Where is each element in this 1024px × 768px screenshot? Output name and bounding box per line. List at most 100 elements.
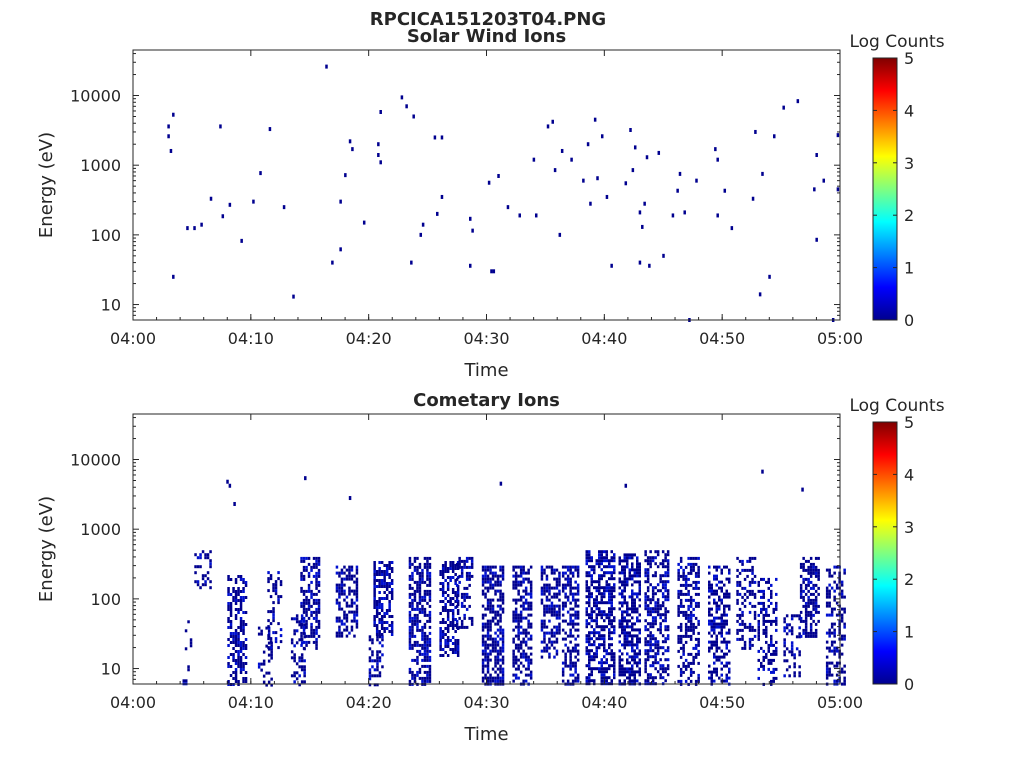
cometary-burst-cell [383,630,386,633]
cometary-burst-cell [718,676,721,680]
cometary-burst-cell [590,655,593,659]
cometary-burst-cell [527,568,530,572]
cometary-burst-cell [441,567,445,570]
cometary-burst-cell [272,583,275,587]
cometary-burst-cell [682,613,685,617]
cometary-burst-cell [772,670,775,674]
cometary-burst-cell [524,673,528,677]
solar-wind-data-point-13 [252,199,255,204]
cometary-burst-cell [543,586,546,590]
cometary-burst-cell [830,610,834,614]
cometary-burst-cell [411,676,414,680]
cometary-burst-cell [713,598,716,602]
solar-wind-x-tick-label: 04:50 [699,329,745,348]
cometary-burst-cell [697,556,700,560]
cometary-burst-cell [571,664,575,668]
cometary-burst-cell [242,641,245,644]
cometary-burst-cell [613,586,616,590]
cometary-burst-cell [659,562,662,566]
cometary-burst-cell [446,615,450,618]
cometary-burst-cell [828,649,831,653]
cometary-colorbar-tick-label: 1 [904,623,914,642]
cometary-burst-cell [315,610,318,614]
cometary-burst-cell [189,641,193,645]
cometary-burst-cell [315,601,318,605]
cometary-burst-cell [237,590,240,593]
cometary-burst-cell [697,571,700,575]
cometary-burst-cell [785,659,789,663]
cometary-burst-cell [413,640,417,644]
cometary-burst-cell [715,670,718,674]
cometary-burst-cell [718,616,721,620]
cometary-burst-cell [593,634,596,638]
cometary-burst-cell [605,556,608,560]
cometary-burst-cell [305,565,308,569]
cometary-burst-cell [718,580,721,584]
cometary-burst-cell [628,571,631,575]
cometary-burst-cell [772,658,775,662]
cometary-burst-cell [610,556,613,560]
cometary-burst-cell [825,676,829,680]
cometary-burst-cell [682,592,685,596]
cometary-burst-cell [413,589,417,593]
cometary-burst-cell [664,610,667,614]
cometary-burst-cell [519,670,523,674]
cometary-burst-cell [666,592,670,596]
cometary-burst-cell [566,568,570,572]
cometary-burst-cell [843,634,846,638]
cometary-burst-cell [817,619,820,623]
cometary-burst-cell [501,568,505,572]
cometary-burst-cell [692,562,695,566]
cometary-burst-cell [558,577,561,581]
cometary-burst-cell [234,599,238,602]
cometary-burst-cell [770,661,773,665]
cometary-burst-cell [603,589,606,593]
cometary-burst-cell [804,607,808,611]
cometary-burst-cell [239,668,243,671]
cometary-burst-cell [694,616,698,620]
cometary-burst-cell [305,619,308,623]
cometary-burst-cell [293,629,296,633]
cometary-burst-cell [564,604,567,608]
cometary-burst-cell [227,617,230,620]
cometary-burst-cell [187,665,190,669]
cometary-burst-cell [654,616,657,620]
cometary-burst-cell [269,637,273,641]
cometary-burst-cell [770,601,773,605]
cometary-burst-cell [628,676,631,680]
cometary-burst-cell [682,664,685,668]
solar-wind-data-point-47 [506,205,510,210]
cometary-burst-cell [451,609,455,612]
cometary-burst-cell [378,635,382,639]
cometary-burst-cell [468,583,471,587]
solar-wind-data-point-69 [638,260,642,265]
cometary-burst-cell [418,598,422,602]
cometary-burst-cell [598,643,601,647]
cometary-burst-cell [840,637,844,641]
cometary-burst-cell [765,610,768,614]
cometary-burst-cell [486,634,490,638]
cometary-burst-cell [566,634,570,638]
cometary-burst-cell [305,613,308,617]
cometary-burst-cell [646,589,650,593]
cometary-burst-cell [757,658,760,662]
cometary-burst-cell [501,592,505,596]
cometary-burst-cell [661,634,665,638]
cometary-burst-cell [661,604,665,608]
cometary-burst-cell [679,637,683,641]
cometary-burst-cell [571,613,575,617]
cometary-burst-cell [302,565,306,569]
cometary-burst-cell [428,604,432,608]
cometary-burst-cell [388,573,391,576]
cometary-burst-10 [373,561,394,636]
cometary-burst-cell [812,601,815,605]
cometary-burst-cell [748,556,752,560]
cometary-burst-cell [451,648,455,651]
cometary-burst-cell [664,628,667,632]
cometary-burst-cell [623,595,626,599]
cometary-burst-cell [300,619,303,623]
cometary-burst-cell [748,643,752,647]
cometary-burst-cell [519,655,523,659]
cometary-burst-cell [279,634,283,638]
cometary-burst-cell [684,577,688,581]
